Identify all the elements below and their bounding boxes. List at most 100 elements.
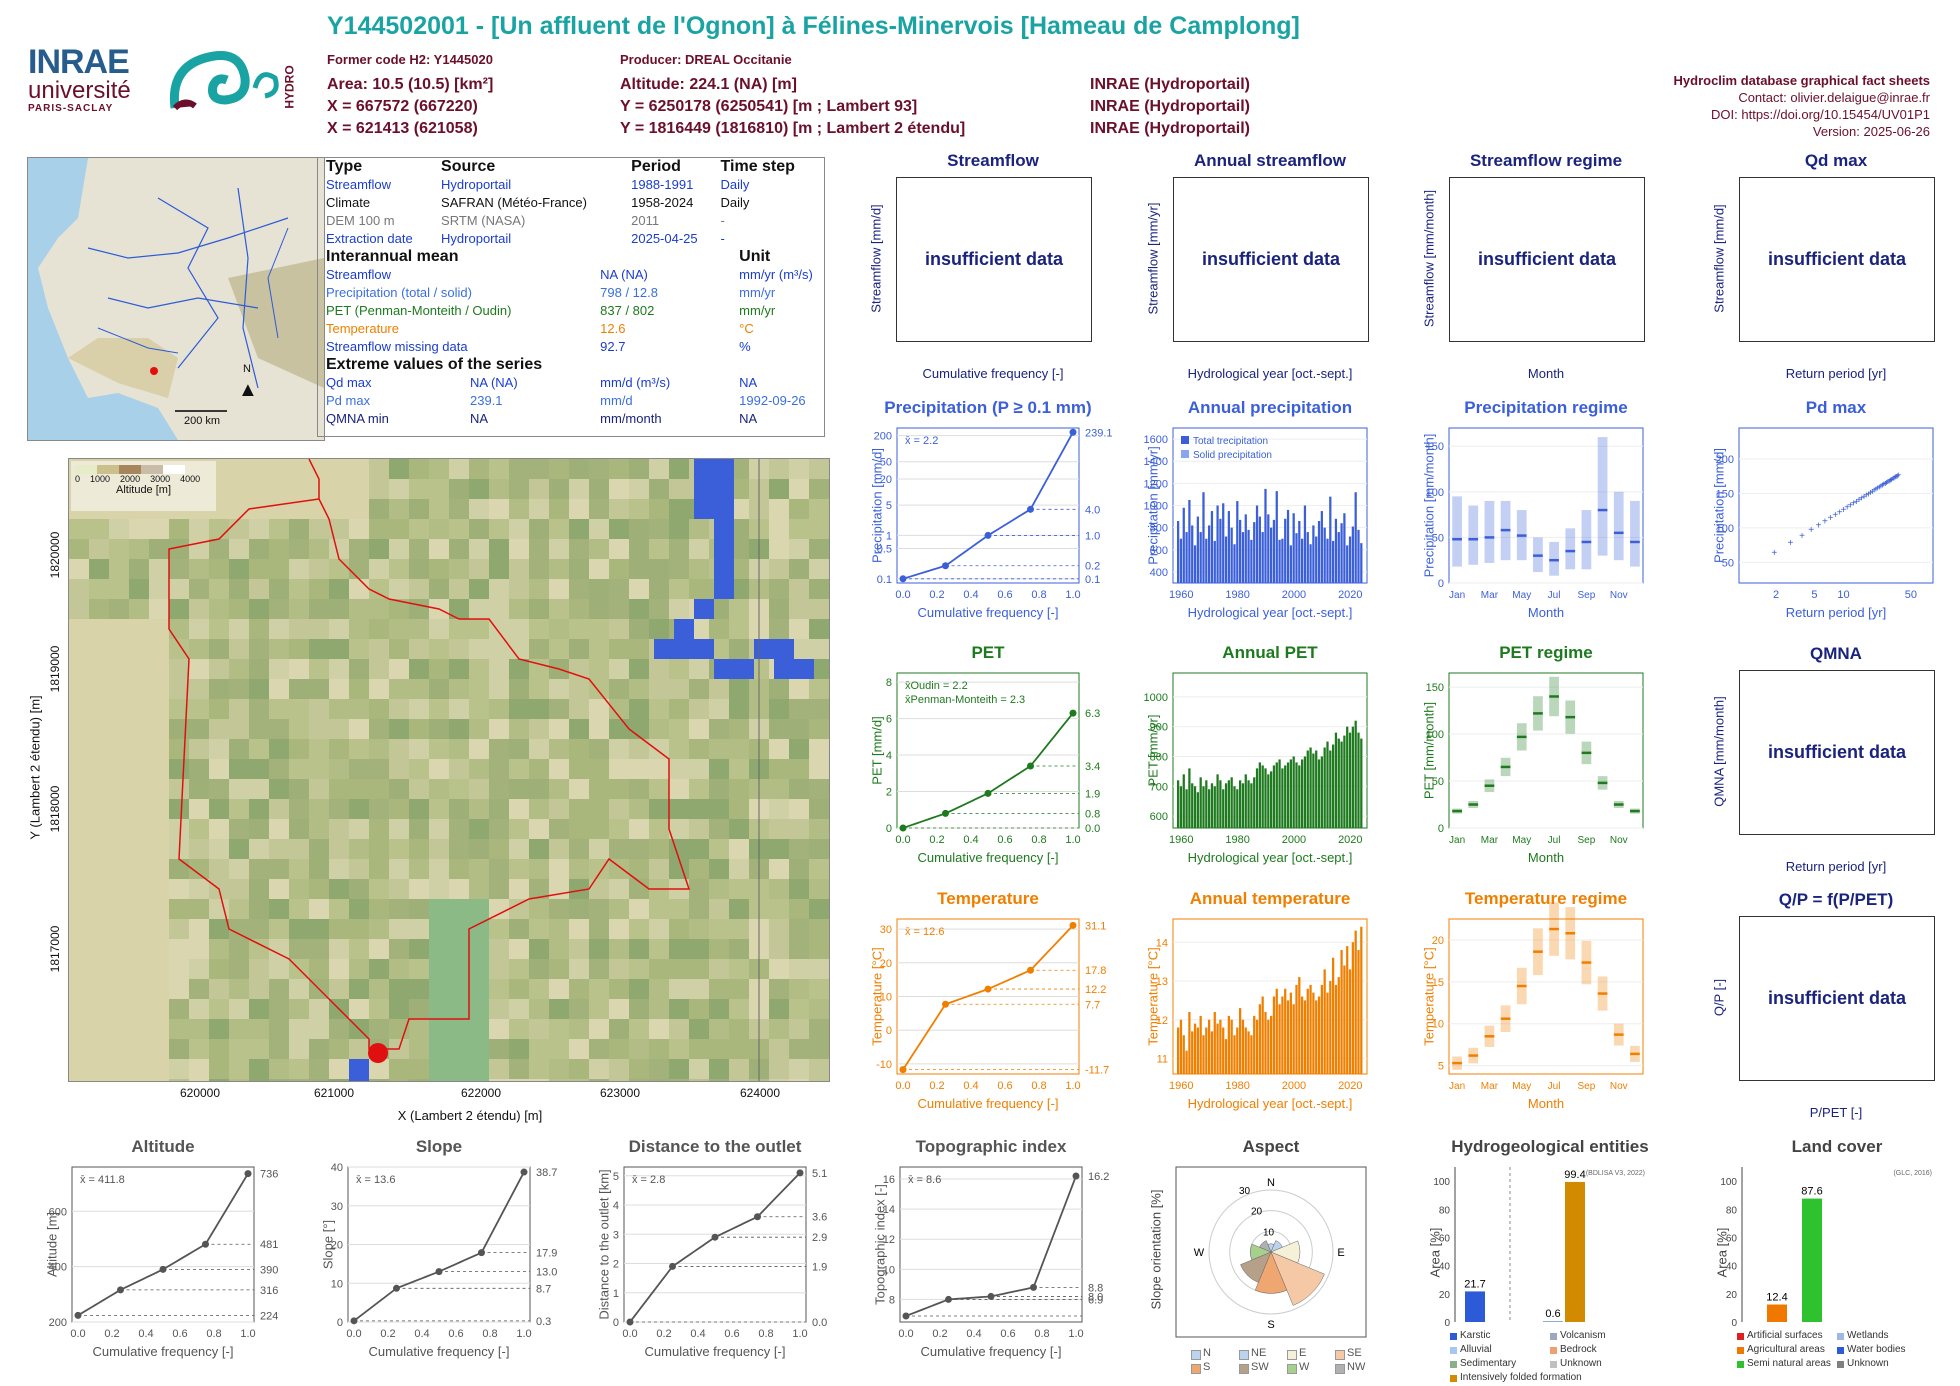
mean-label: x̄Penman-Monteith = 2.3: [905, 694, 1025, 706]
dem-cell: [329, 679, 349, 699]
qd_max-ylabel: Streamflow [mm/d]: [1711, 203, 1727, 313]
dem-cell: [529, 859, 549, 879]
dem-cell: [189, 639, 209, 659]
dem-cell: [629, 619, 649, 639]
dem-cell: [569, 799, 589, 819]
dem-cell: [249, 579, 269, 599]
dem-cell: [289, 619, 309, 639]
pd-point: +: [1822, 517, 1828, 528]
dem-cell: [269, 939, 289, 959]
y-tick: 1000: [1144, 501, 1168, 513]
dem-cell: [429, 679, 449, 699]
dem-cell: [149, 799, 169, 819]
dem-cell: [129, 759, 149, 779]
dem-cell: [169, 719, 189, 739]
dem-cell: [649, 939, 669, 959]
x-tick: 0.8: [482, 1328, 497, 1340]
dem-cell: [429, 659, 449, 679]
y-tick: 60: [1439, 1233, 1451, 1244]
dem-cell: [269, 979, 289, 999]
dem-cell: [209, 599, 229, 619]
dem-cell: [669, 559, 689, 579]
dem-cell: [429, 719, 449, 739]
dem-cell: [229, 919, 249, 939]
dem-cell: [189, 579, 209, 599]
dem-cell: [349, 519, 369, 539]
dem-cell: [249, 619, 269, 639]
dem-cell: [349, 999, 369, 1019]
annual-bar: [1298, 977, 1301, 1074]
qp-status: insufficient data: [1739, 916, 1935, 1081]
dem-cell: [449, 659, 469, 679]
pet_fdc-title: PET: [971, 643, 1005, 662]
dem-cell: [669, 599, 689, 619]
dem-cell: [229, 519, 249, 539]
dem-cell: [69, 1059, 89, 1079]
right-tick: 16.2: [1088, 1171, 1109, 1183]
dem-cell: [649, 559, 669, 579]
y-tick: 40: [331, 1162, 343, 1174]
qd_max-status: insufficient data: [1739, 177, 1935, 342]
dem-cell: [249, 979, 269, 999]
dem-cell: [769, 859, 789, 879]
dem-cell: [769, 699, 789, 719]
dem-cell: [589, 599, 609, 619]
dem-cell: [209, 859, 229, 879]
dem-cell: [289, 1019, 309, 1039]
y-tick: 200: [1716, 454, 1734, 466]
annual-bar: [1222, 503, 1225, 583]
dem-cell: [629, 499, 649, 519]
qd_max-title: Qd max: [1804, 151, 1868, 170]
annual-bar: [1222, 789, 1225, 828]
river-cell: [774, 659, 794, 679]
dem-cell: [209, 839, 229, 859]
aspect-dir: S: [1267, 1319, 1274, 1331]
mean-value: 92.7: [600, 339, 626, 354]
dem-cell: [629, 819, 649, 839]
altitude-frame: [71, 1166, 255, 1323]
dem-cell: [289, 639, 309, 659]
landcover-title: Land cover: [1791, 1137, 1883, 1156]
x-tick: 0.2: [656, 1328, 671, 1340]
dem-cell: [89, 679, 109, 699]
topo-xlabel: Cumulative frequency [-]: [920, 1344, 1062, 1359]
dem-cell: [449, 859, 469, 879]
dem-cell: [729, 619, 749, 639]
dem-cell: [689, 999, 709, 1019]
dem-cell: [329, 659, 349, 679]
dem-cell: [509, 799, 529, 819]
ext-value: 239.1: [470, 393, 503, 408]
dem-cell: [209, 779, 229, 799]
dem-cell: [509, 839, 529, 859]
pd-point: +: [1894, 471, 1900, 482]
annual-bar: [1284, 765, 1287, 828]
dem-cell: [69, 599, 89, 619]
dem-cell: [489, 519, 509, 539]
dem-cell: [589, 1079, 609, 1081]
annual-bar: [1236, 501, 1239, 583]
annual-bar: [1301, 759, 1304, 828]
dem-cell: [169, 999, 189, 1019]
dem-cell: [469, 519, 489, 539]
annual-bar: [1213, 786, 1216, 828]
dem-cell: [249, 519, 269, 539]
dem-cell: [209, 899, 229, 919]
dem-cell: [689, 739, 709, 759]
dem-cell: [429, 879, 449, 899]
y-tick: 1200: [1144, 478, 1168, 490]
dem-cell: [689, 759, 709, 779]
legend-label: Solid precipitation: [1193, 450, 1272, 461]
ext-date: NA: [739, 411, 758, 426]
dem-cell: [149, 679, 169, 699]
annual-bar: [1340, 523, 1343, 583]
dem-cell: [89, 639, 109, 659]
dem-cell: [409, 599, 429, 619]
dem-cell: [249, 699, 269, 719]
dem-cell: [729, 699, 749, 719]
dem-cell: [389, 819, 409, 839]
dem-cell: [649, 1039, 669, 1059]
annual-bar: [1210, 511, 1214, 583]
pd-point: +: [1861, 492, 1867, 503]
